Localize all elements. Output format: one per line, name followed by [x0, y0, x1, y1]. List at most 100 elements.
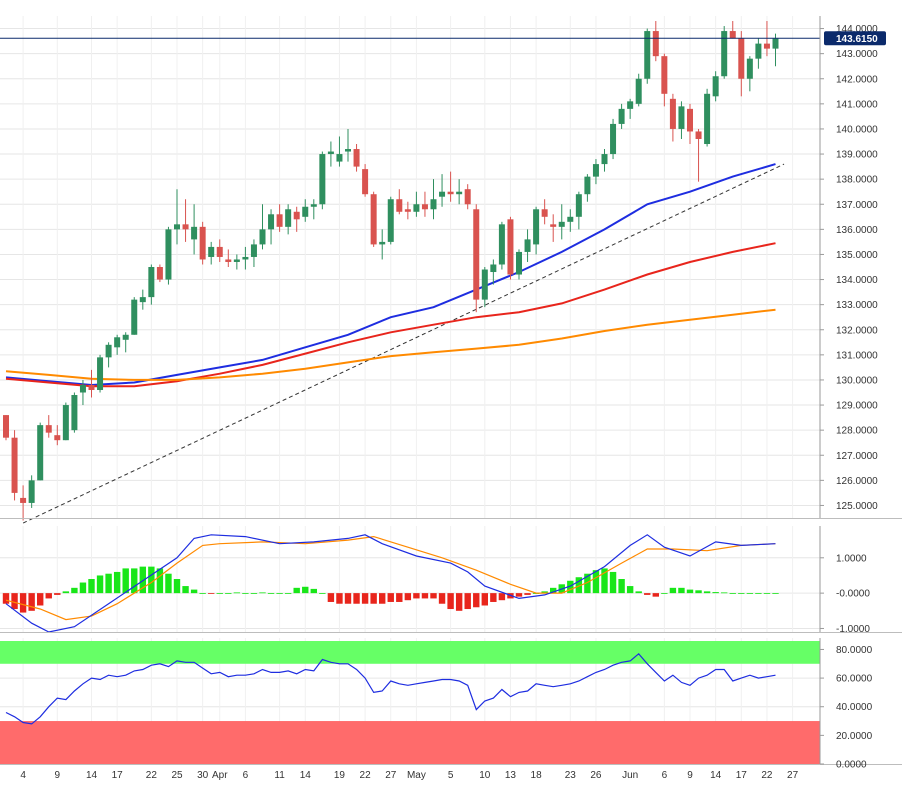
macd-histogram-bar [19, 593, 27, 613]
y-tick-label: 138.0000 [836, 175, 878, 186]
macd-histogram-bar [173, 579, 181, 594]
candle [473, 204, 480, 313]
macd-histogram-bar [105, 573, 112, 594]
candle [216, 239, 223, 262]
macd-histogram [2, 566, 779, 613]
x-tick-label: 25 [171, 770, 183, 781]
macd-histogram-bar [473, 593, 480, 608]
macd-histogram-bar [618, 579, 625, 594]
candle [618, 103, 625, 129]
candle-body [54, 435, 61, 441]
candle-body [456, 191, 463, 195]
candle-body [635, 78, 642, 104]
candlesticks [3, 21, 779, 521]
x-tick-label: 4 [20, 770, 26, 781]
candle-body [379, 241, 386, 245]
candle-body [225, 259, 232, 262]
x-tick-label: 27 [787, 770, 799, 781]
macd-histogram-bar [490, 593, 497, 602]
candle [533, 206, 540, 255]
candle-body [575, 194, 582, 217]
y-tick-label: 141.0000 [836, 99, 878, 110]
macd-histogram-bar [54, 593, 61, 595]
candle-body [729, 31, 736, 39]
candle [678, 101, 685, 139]
candle [712, 71, 719, 102]
candle [447, 171, 454, 202]
candle [225, 249, 232, 267]
candle-body [37, 425, 44, 481]
candle [669, 93, 676, 142]
candle-body [191, 226, 198, 240]
panel-borders [0, 16, 902, 765]
x-tick-label: 22 [146, 770, 158, 781]
macd-histogram-bar [404, 593, 412, 601]
macd-histogram-bar [156, 568, 164, 594]
candle-body [746, 58, 753, 79]
candle [387, 196, 394, 245]
moving-averages [5, 163, 776, 388]
candle [242, 246, 249, 270]
candle [79, 379, 86, 406]
candle-body [302, 206, 309, 217]
macd-histogram-bar [481, 593, 488, 606]
candle [3, 415, 9, 441]
candle-body [627, 101, 634, 109]
macd-histogram-bar [661, 593, 668, 594]
candle-body [165, 229, 172, 280]
y-tick-label: 143.0000 [836, 49, 878, 60]
candle-body [481, 269, 488, 300]
candle [430, 179, 437, 220]
candle-body [285, 209, 292, 227]
trendline [22, 163, 785, 524]
macd-line [5, 534, 776, 633]
candle-body [20, 497, 27, 503]
candle-body [216, 246, 223, 257]
candle [456, 179, 463, 205]
candle [575, 191, 582, 230]
y-tick-label: 137.0000 [836, 200, 878, 211]
macd-histogram-bar [695, 590, 702, 594]
candle-body [755, 43, 762, 59]
candle-body [370, 194, 377, 245]
candle-body [268, 214, 275, 230]
macd-histogram-bar [772, 593, 779, 594]
candle [336, 136, 343, 167]
candle-body [704, 93, 711, 145]
macd-histogram-bar [541, 591, 548, 594]
macd-histogram-bar [678, 587, 685, 594]
candle-body [601, 154, 608, 165]
macd-histogram-bar [96, 575, 104, 594]
macd-histogram-bar [71, 587, 78, 594]
candle-body [473, 209, 480, 300]
macd-histogram-bar [464, 593, 471, 610]
macd-histogram-bar [190, 589, 198, 594]
candle-body [464, 189, 471, 205]
macd-histogram-bar [250, 593, 258, 594]
macd-histogram-bar [746, 593, 754, 594]
candle [156, 264, 163, 283]
x-tick-label: 30 [197, 770, 209, 781]
candle-body [114, 337, 121, 348]
candle-body [345, 149, 351, 152]
candle [310, 199, 317, 220]
candle-body [507, 219, 514, 275]
candle [498, 221, 505, 270]
candle [567, 209, 574, 232]
candle [644, 28, 651, 84]
macd-histogram-bar [11, 593, 18, 610]
candle [490, 259, 497, 285]
candle-body [310, 204, 317, 207]
macd-histogram-bar [652, 593, 659, 597]
macd-histogram-bar [225, 593, 232, 594]
moving-average-line-3 [5, 308, 776, 381]
candle [165, 226, 172, 285]
macd-histogram-bar [62, 591, 70, 594]
candle [507, 216, 514, 280]
candle-body [661, 56, 668, 94]
candle [396, 189, 403, 215]
macd-histogram-bar [396, 593, 403, 602]
macd-histogram-bar [88, 579, 95, 594]
candle [755, 38, 762, 69]
x-tick-label: 19 [334, 770, 346, 781]
